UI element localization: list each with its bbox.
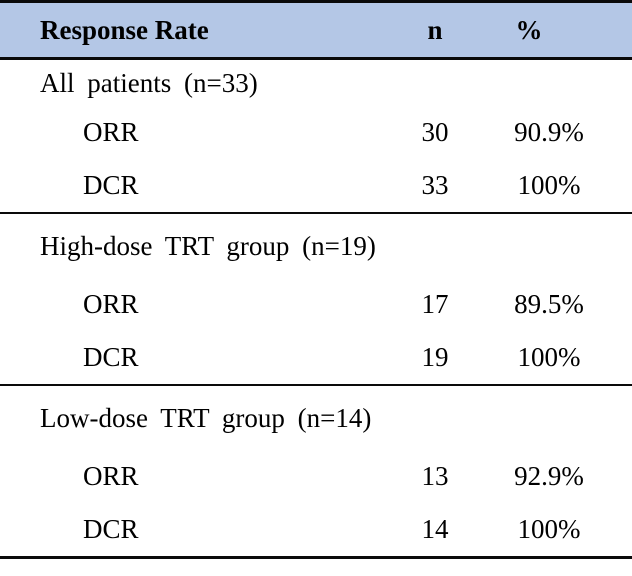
cell-n: 30: [421, 117, 449, 147]
table-row-orr: ORR 30 90.9%: [0, 106, 632, 159]
row-label: DCR: [83, 342, 139, 372]
table-row-orr: ORR 17 89.5%: [0, 278, 632, 331]
cell-n: 14: [421, 514, 449, 544]
group-label: All patients (n=33): [40, 67, 258, 98]
section-all-patients: All patients (n=33) ORR 30 90.9% DCR 33 …: [0, 60, 632, 214]
table-row-dcr: DCR 14 100%: [0, 503, 632, 556]
group-row-low-dose: Low-dose TRT group (n=14): [0, 386, 632, 450]
row-label: ORR: [83, 117, 139, 147]
table-row-dcr: DCR 19 100%: [0, 331, 632, 384]
section-high-dose-trt: High-dose TRT group (n=19) ORR 17 89.5% …: [0, 214, 632, 386]
table-row-dcr: DCR 33 100%: [0, 159, 632, 212]
row-label: DCR: [83, 514, 139, 544]
cell-percent: 100%: [517, 514, 581, 544]
cell-n: 33: [421, 170, 449, 200]
cell-n: 17: [421, 289, 449, 319]
cell-n: 13: [421, 461, 449, 491]
header-response-rate: Response Rate: [40, 14, 209, 45]
table-row-orr: ORR 13 92.9%: [0, 450, 632, 503]
cell-percent: 89.5%: [514, 289, 584, 319]
header-n: n: [427, 14, 443, 45]
cell-percent: 92.9%: [514, 461, 584, 491]
group-row-high-dose: High-dose TRT group (n=19): [0, 214, 632, 278]
section-low-dose-trt: Low-dose TRT group (n=14) ORR 13 92.9% D…: [0, 386, 632, 556]
group-row-all-patients: All patients (n=33): [0, 60, 632, 106]
row-label: ORR: [83, 289, 139, 319]
group-label: Low-dose TRT group (n=14): [40, 402, 372, 433]
response-rate-table: Response Rate n % All patients (n=33) OR…: [0, 0, 632, 559]
cell-percent: 100%: [517, 170, 581, 200]
cell-percent: 90.9%: [514, 117, 584, 147]
cell-percent: 100%: [517, 342, 581, 372]
row-label: ORR: [83, 461, 139, 491]
group-label: High-dose TRT group (n=19): [40, 230, 376, 261]
header-percent: %: [515, 14, 543, 45]
cell-n: 19: [421, 342, 449, 372]
row-label: DCR: [83, 170, 139, 200]
table-header-row: Response Rate n %: [0, 3, 632, 60]
